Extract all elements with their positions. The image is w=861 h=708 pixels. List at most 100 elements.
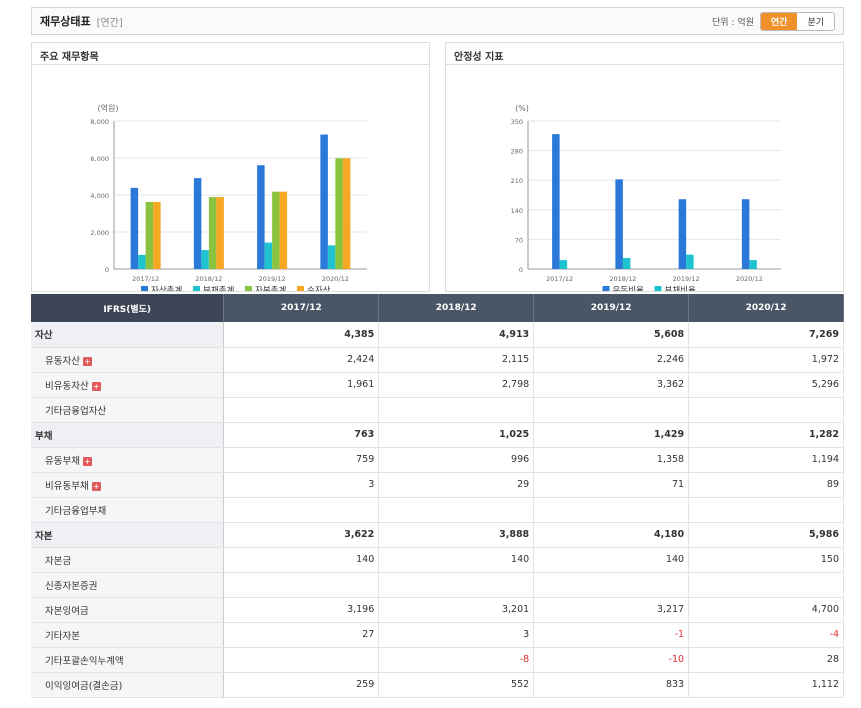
table-row: 신종자본증권: [31, 572, 844, 598]
table-row: 이익잉여금(결손금) 259 552 833 1,112: [31, 672, 844, 698]
row-label: 신종자본증권: [31, 572, 225, 598]
x-tick-label: 2020/12: [322, 275, 349, 283]
y-tick-label: 4,000: [90, 192, 109, 200]
table-header-period: 2018/12: [378, 294, 535, 322]
x-tick-label: 2018/12: [609, 275, 636, 283]
table-cell: 2,115: [378, 347, 535, 373]
table-cell: 3,622: [223, 522, 380, 548]
row-label: 자본: [31, 522, 225, 548]
table-row: 유동부채 +759 996 1,358 1,194: [31, 447, 844, 473]
table-cell: [223, 647, 380, 673]
expand-icon[interactable]: +: [82, 356, 92, 366]
row-label: 비유동자산 +: [31, 372, 225, 398]
legend-label: 순자산: [307, 285, 331, 291]
table-cell: 3,888: [378, 522, 535, 548]
table-cell: 3,217: [533, 597, 690, 623]
table-cell: [378, 397, 535, 423]
x-tick-label: 2019/12: [673, 275, 700, 283]
row-label: 자산: [31, 322, 225, 348]
table-cell: 27: [223, 622, 380, 648]
y-tick-label: 2,000: [90, 229, 109, 237]
expand-icon[interactable]: +: [91, 381, 101, 391]
table-cell: -10: [533, 647, 690, 673]
bar-부채비율-2017/12: [559, 260, 568, 269]
bar-유동비율-2017/12: [552, 134, 560, 269]
table-cell: [533, 572, 690, 598]
table-cell: 5,608: [533, 322, 690, 348]
table-header-period: 2019/12: [533, 294, 690, 322]
table-cell: 1,025: [378, 422, 535, 448]
table-cell: 4,385: [223, 322, 380, 348]
y-tick-label: 8,000: [90, 118, 109, 126]
table-cell: 1,358: [533, 447, 690, 473]
bar-부채총계-2019/12: [264, 242, 273, 269]
y-tick-label: 210: [511, 177, 523, 185]
chart-title: 안정성 지표: [446, 43, 843, 65]
table-cell: 5,986: [688, 522, 844, 548]
table-cell: 759: [223, 447, 380, 473]
period-label: [연간]: [96, 17, 123, 29]
table-cell: 4,913: [378, 322, 535, 348]
y-tick-label: 280: [511, 148, 523, 156]
chart-panel-main-items: 주요 재무항목 (억원) 8,000 6,000 4,000 2,000 0 2017/12…: [31, 42, 430, 292]
table-cell: 833: [533, 672, 690, 698]
table-cell: [533, 497, 690, 523]
table-cell: 7,269: [688, 322, 844, 348]
table-cell: 2,424: [223, 347, 380, 373]
table-row: 비유동자산 +1,961 2,798 3,362 5,296: [31, 372, 844, 398]
x-tick-label: 2017/12: [546, 275, 573, 283]
bar-부채비율-2019/12: [686, 254, 694, 269]
table-cell: -4: [688, 622, 844, 648]
table-cell: 140: [533, 547, 690, 573]
table-cell: 763: [223, 422, 380, 448]
stability-chart: (%) 350 280 210 140 70 0 2017/12 2018/12 2019/12 2…: [511, 104, 781, 291]
legend-swatch: [297, 286, 304, 291]
bar-자산총계-2019/12: [257, 165, 265, 269]
row-label: 유동자산 +: [31, 347, 225, 373]
bar-순자산-2020/12: [342, 158, 351, 269]
y-tick-label: 350: [511, 118, 523, 126]
table-cell: 150: [688, 547, 844, 573]
legend-label: 유동비율: [613, 286, 644, 291]
row-label: 기타금융업부채: [31, 497, 225, 523]
bar-유동비율-2018/12: [615, 179, 623, 269]
table-row: 자본금 140 140 140 150: [31, 547, 844, 573]
table-header-period: 2017/12: [223, 294, 380, 322]
legend-swatch: [245, 286, 252, 291]
quarter-tab[interactable]: 분기: [797, 12, 834, 30]
table-cell: 89: [688, 472, 844, 498]
table-cell: 3: [223, 472, 380, 498]
table-row: 자산 4,385 4,913 5,608 7,269: [31, 322, 844, 348]
bar-순자산-2017/12: [153, 201, 161, 269]
expand-icon[interactable]: +: [91, 481, 101, 491]
y-axis-unit: (%): [515, 104, 529, 113]
bar-부채총계-2020/12: [327, 245, 336, 269]
row-label: 기타포괄손익누계액: [31, 647, 225, 673]
table-cell: [223, 397, 380, 423]
table-cell: 1,961: [223, 372, 380, 398]
x-tick-label: 2018/12: [195, 275, 222, 283]
table-row: 기타금융업자산: [31, 397, 844, 423]
table-cell: 3,196: [223, 597, 380, 623]
table-cell: 4,700: [688, 597, 844, 623]
section-title: 재무상태표: [40, 15, 91, 28]
bar-부채비율-2020/12: [749, 260, 757, 269]
row-label: 기타금융업자산: [31, 397, 225, 423]
bar-자본총계-2018/12: [208, 197, 217, 269]
chart-title: 주요 재무항목: [32, 43, 429, 65]
bar-자산총계-2018/12: [193, 178, 202, 269]
annual-tab[interactable]: 연간: [760, 12, 798, 30]
table-cell: [223, 572, 380, 598]
bar-자산총계-2017/12: [130, 187, 139, 269]
bar-자본총계-2019/12: [272, 191, 280, 269]
bar-순자산-2019/12: [279, 191, 288, 269]
bar-유동비율-2019/12: [678, 199, 687, 269]
table-row: 유동자산 +2,424 2,115 2,246 1,972: [31, 347, 844, 373]
table-cell: 2,246: [533, 347, 690, 373]
row-label: 이익잉여금(결손금): [31, 672, 225, 698]
table-cell: [688, 497, 844, 523]
table-row: 기타금융업부채: [31, 497, 844, 523]
y-axis-unit: (억원): [98, 103, 119, 113]
expand-icon[interactable]: +: [82, 456, 92, 466]
table-cell: -1: [533, 622, 690, 648]
